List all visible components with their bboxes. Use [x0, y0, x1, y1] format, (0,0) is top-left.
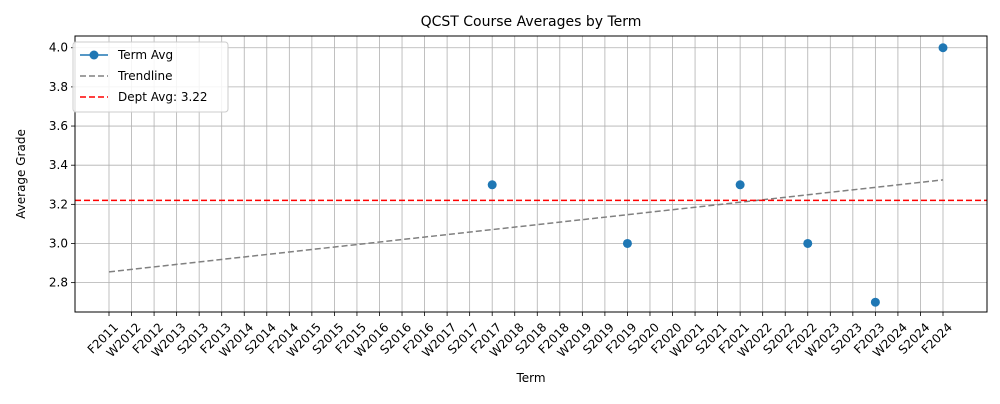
term-avg-point [622, 238, 632, 248]
term-avg-point [803, 238, 813, 248]
legend-trendline: Trendline [80, 69, 173, 83]
term-avg-point [870, 297, 880, 307]
plot-frame [74, 35, 988, 313]
term-avg-point [735, 180, 745, 190]
legend-label: Term Avg [117, 48, 173, 62]
y-tick-label: 3.8 [49, 80, 68, 94]
legend-label: Dept Avg: 3.22 [118, 90, 208, 104]
legend-dept-avg: Dept Avg: 3.22 [80, 90, 208, 104]
y-tick-label: 4.0 [49, 41, 68, 55]
y-tick-label: 3.6 [49, 119, 68, 133]
series-layer [75, 43, 987, 307]
legend-term-avg: Term Avg [80, 48, 173, 62]
y-axis-label: Average Grade [14, 129, 28, 219]
legend: Term Avg Trendline Dept Avg: 3.22 [72, 41, 229, 113]
legend-box [72, 41, 229, 113]
y-tick-label: 3.4 [49, 158, 68, 172]
trendline [108, 179, 944, 273]
term-avg-point [487, 180, 497, 190]
y-tick-label: 2.8 [49, 276, 68, 290]
y-tick-label: 3.0 [49, 236, 68, 250]
term-avg-point [938, 43, 948, 53]
legend-swatch-marker [89, 50, 99, 60]
legend-label: Trendline [117, 69, 173, 83]
y-tick-label: 3.2 [49, 197, 68, 211]
x-axis-label: Term [515, 371, 545, 385]
chart-title: QCST Course Averages by Term [421, 14, 642, 30]
